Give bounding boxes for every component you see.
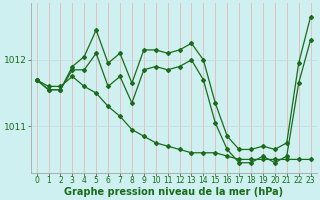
X-axis label: Graphe pression niveau de la mer (hPa): Graphe pression niveau de la mer (hPa) bbox=[64, 187, 283, 197]
